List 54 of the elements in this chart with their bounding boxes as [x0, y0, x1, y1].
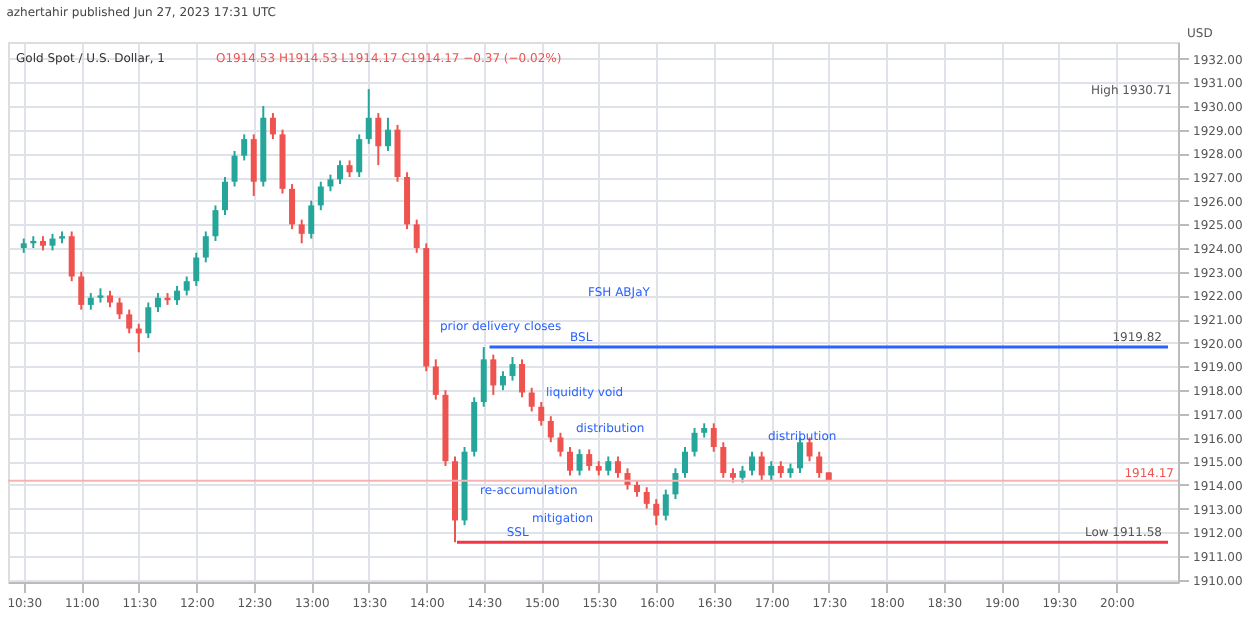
candlestick: [183, 275, 190, 297]
candlestick: [154, 292, 161, 313]
candlestick: [289, 183, 296, 231]
candlestick: [432, 358, 439, 401]
candlestick: [250, 133, 257, 197]
candlestick: [241, 133, 248, 162]
candlestick: [490, 353, 497, 396]
candlestick: [643, 486, 650, 510]
candlestick: [356, 133, 363, 178]
candlestick: [174, 284, 181, 306]
candlestick: [567, 446, 573, 477]
candlestick: [691, 427, 698, 458]
candlestick: [768, 460, 775, 482]
candlestick: [298, 218, 305, 245]
candlestick: [758, 450, 765, 482]
candlestick: [126, 308, 133, 335]
candlestick: [547, 415, 554, 444]
candlestick: [404, 171, 411, 231]
candlestick: [212, 204, 219, 242]
candlestick: [384, 116, 391, 152]
candlestick: [480, 346, 487, 408]
candlestick: [394, 123, 401, 183]
candlestick: [68, 230, 75, 283]
candlestick: [308, 199, 315, 240]
candlestick: [538, 401, 545, 427]
candlestick: [653, 498, 660, 527]
candlestick: [269, 112, 276, 141]
candlestick: [720, 441, 727, 479]
candlestick: [337, 159, 343, 186]
candlestick: [375, 112, 382, 167]
candlestick: [202, 230, 209, 264]
candlestick: [816, 450, 823, 479]
candlestick: [116, 296, 123, 321]
candlestick: [682, 446, 688, 479]
candlestick: [231, 149, 238, 188]
candlestick: [749, 450, 756, 477]
candlestick: [365, 88, 372, 145]
candlestick: [78, 270, 85, 311]
candlestick: [145, 301, 152, 340]
candlestick: [317, 180, 324, 212]
candlestick: [557, 431, 564, 458]
candlestick: [528, 386, 535, 413]
candlestick: [586, 448, 593, 472]
candlestick: [222, 176, 228, 216]
candlestick: [509, 356, 516, 382]
candlestick: [519, 358, 526, 399]
candlestick: [605, 455, 612, 477]
candlestick: [499, 370, 506, 392]
candlestick: [413, 218, 420, 254]
candlestick: [193, 251, 200, 287]
candlestick: [614, 455, 621, 479]
candlestick: [662, 488, 669, 522]
candlestick: [710, 422, 717, 453]
candlestick: [576, 448, 583, 477]
